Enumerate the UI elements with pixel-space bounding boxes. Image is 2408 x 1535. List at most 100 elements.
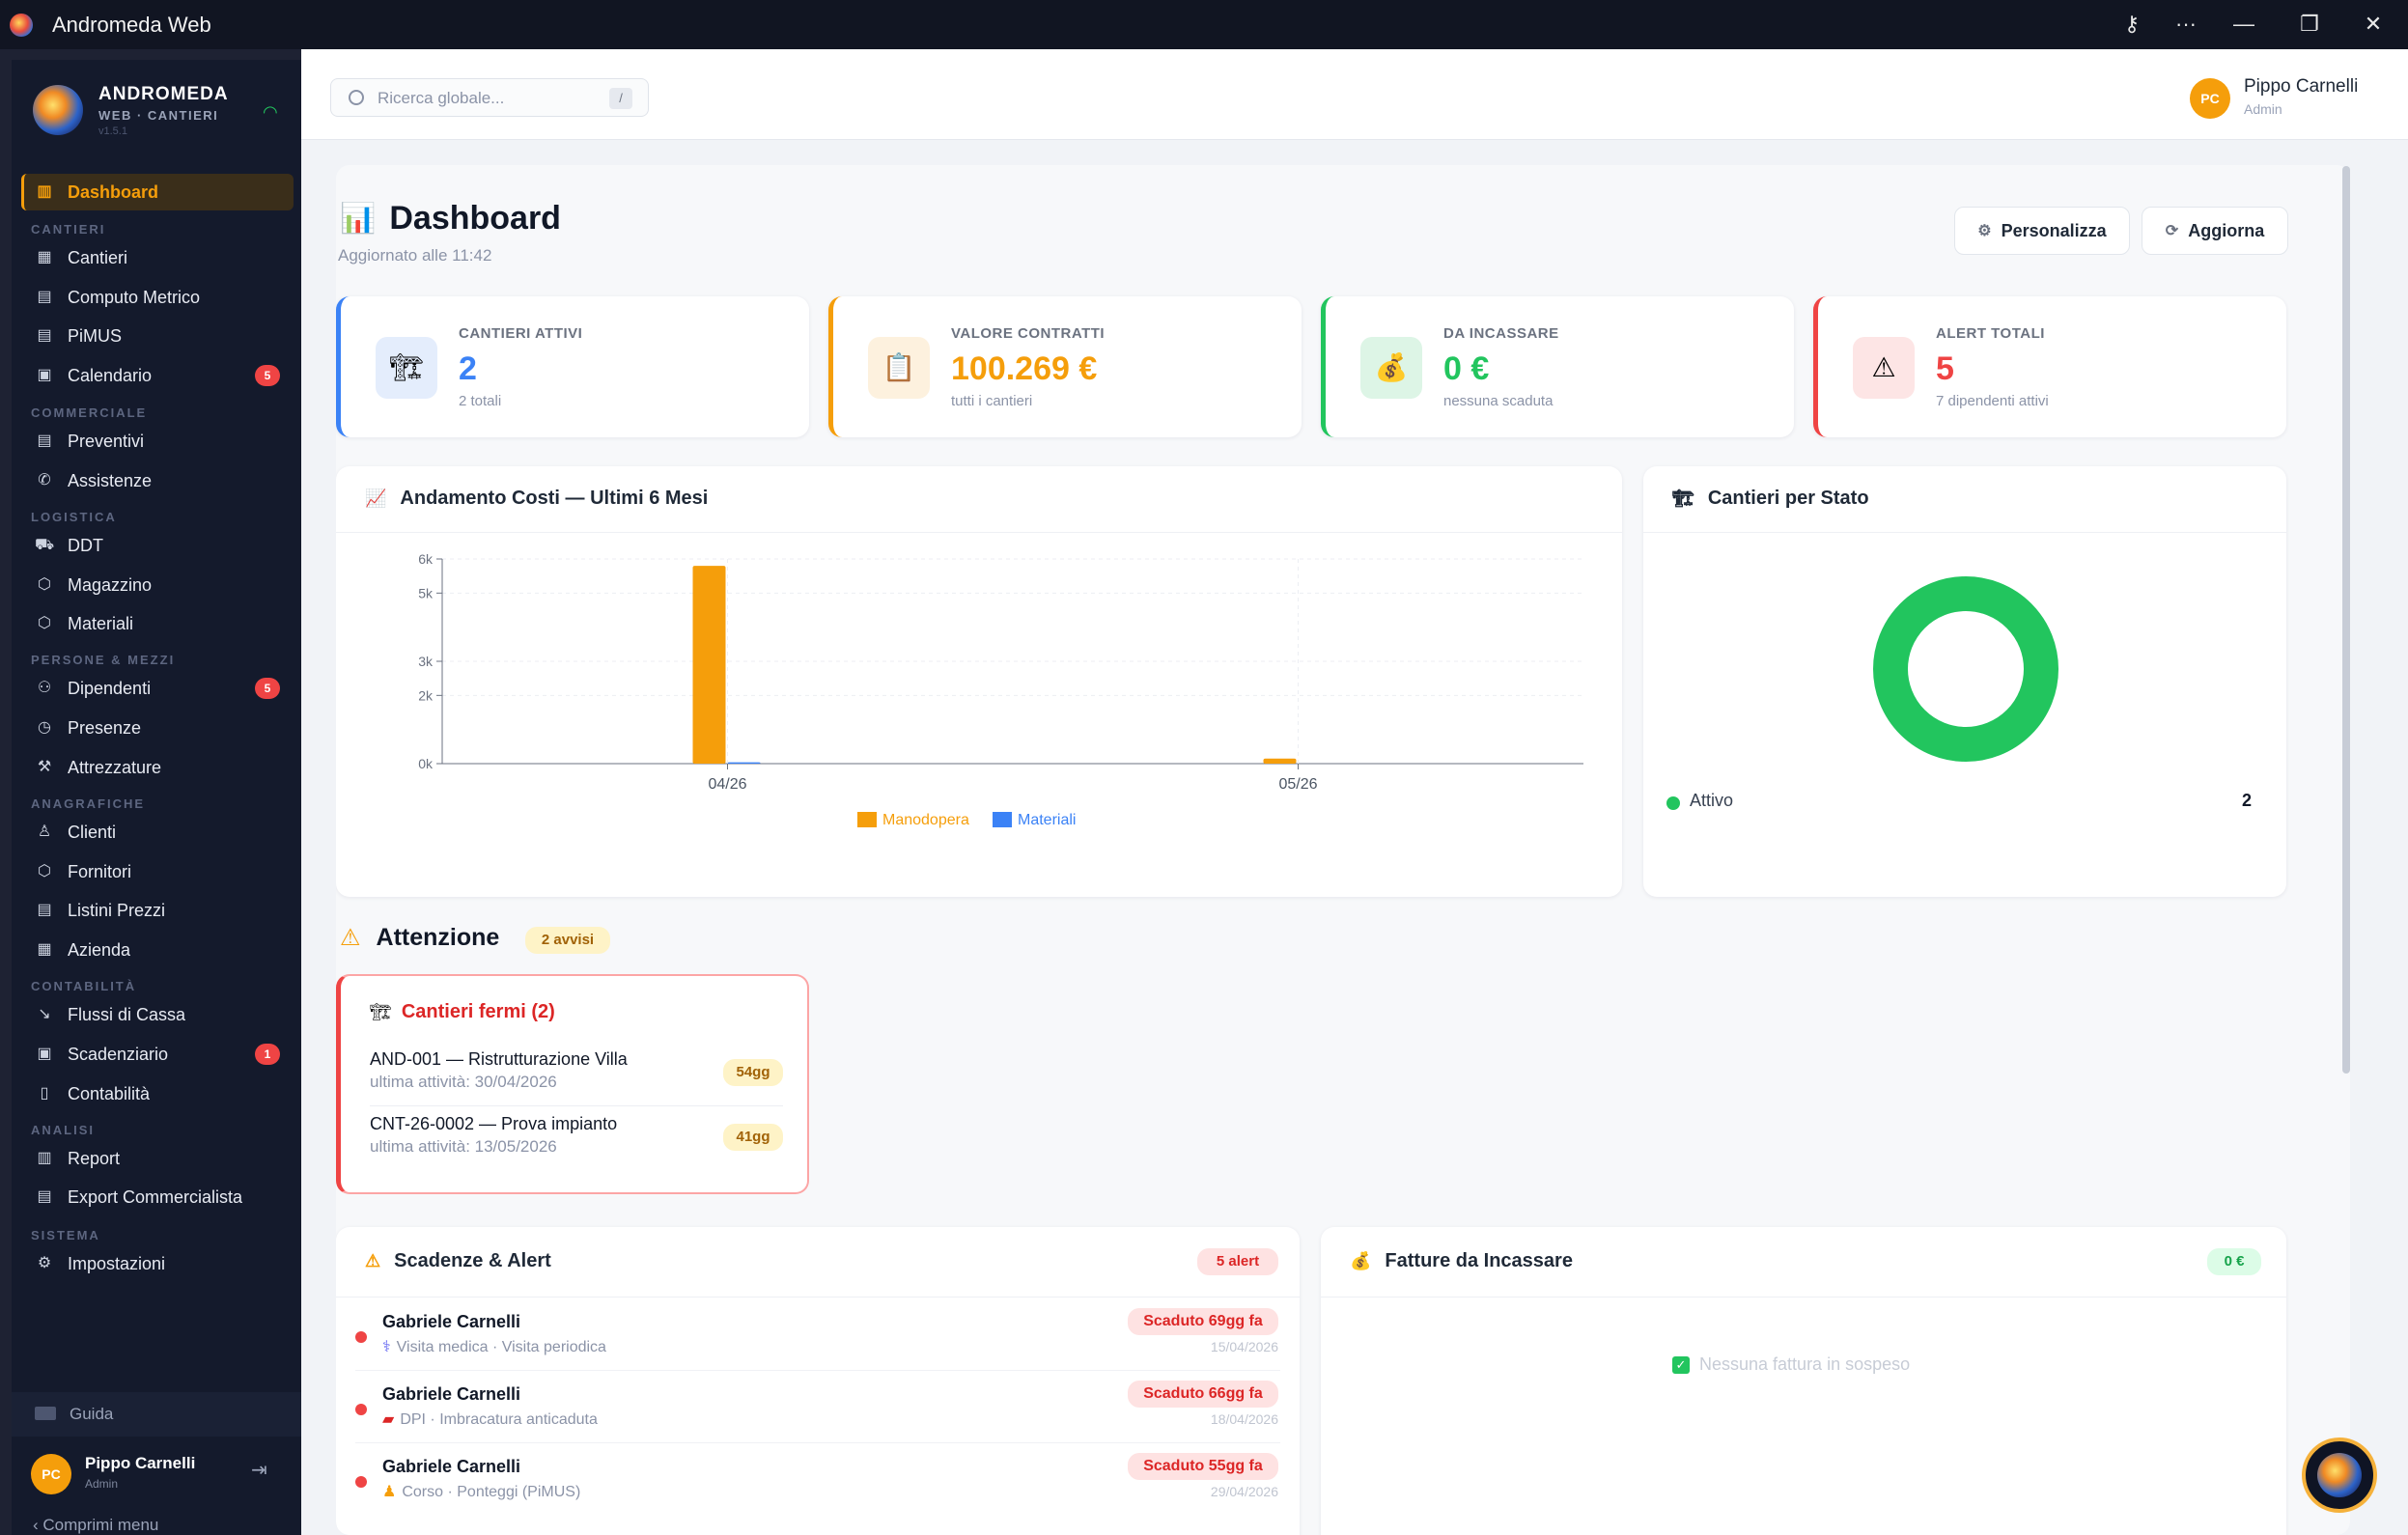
kpi-da-incassare[interactable]: 💰 DA INCASSARE 0 € nessuna scaduta (1321, 296, 1794, 437)
sidebar-item-assistenze[interactable]: ✆ Assistenze (35, 466, 152, 495)
nav-section-analisi: ANALISI (31, 1123, 95, 1137)
logout-icon[interactable]: ⇥ (251, 1460, 267, 1481)
sidebar-item-report[interactable]: ▥ Report (35, 1144, 120, 1173)
trend-icon: ↘ (38, 1006, 51, 1022)
alert-date: 18/04/2026 (1210, 1411, 1278, 1427)
truck-icon: ⛟ (35, 537, 55, 553)
calendar-icon: ▣ (37, 1046, 52, 1062)
sidebar-item-contabilita[interactable]: ▯ Contabilità (35, 1079, 150, 1108)
app-icon (10, 14, 33, 37)
kpi-valore-contratti[interactable]: 📋 VALORE CONTRATTI 100.269 € tutti i can… (828, 296, 1302, 437)
stato-donut-chart (1873, 576, 2058, 762)
alert-status-badge: Scaduto 69gg fa (1128, 1308, 1278, 1335)
refresh-icon: ⟳ (2165, 223, 2179, 239)
sidebar-item-preventivi[interactable]: ▤ Preventivi (35, 427, 144, 456)
assistant-fab-button[interactable] (2302, 1437, 2377, 1513)
alert-date: 15/04/2026 (1210, 1339, 1278, 1354)
calendario-badge: 5 (255, 365, 280, 386)
restore-icon[interactable]: ❐ (2300, 12, 2319, 36)
legend-count-attivo: 2 (2242, 791, 2253, 810)
sidebar-item-computo[interactable]: ▤ Computo Metrico (35, 283, 200, 312)
sidebar-item-pimus[interactable]: ▤ PiMUS (35, 321, 122, 350)
stato-chart-title: 🏗 Cantieri per Stato (1672, 488, 1869, 510)
dashboard-content: 📊 Dashboard Aggiornato alle 11:42 ⚙ Perso… (336, 165, 2350, 1535)
window-titlebar: Andromeda Web ⚷ ··· — ❐ ✕ (0, 0, 2408, 49)
sidebar-item-label: Flussi di Cassa (68, 1004, 186, 1024)
chevron-left-icon: ‹ (33, 1516, 43, 1534)
minimize-icon[interactable]: — (2233, 12, 2254, 36)
sidebar: ANDROMEDA WEB · CANTIERI v1.5.1 ◠ ▥ Dash… (12, 60, 301, 1535)
warning-icon: ⚠ (340, 925, 361, 951)
building-icon: ▦ (37, 249, 52, 265)
gear-icon: ⚙ (1977, 223, 1992, 239)
sidebar-item-cantieri[interactable]: ▦ Cantieri (35, 243, 127, 272)
alert-dot (355, 1476, 367, 1488)
close-icon[interactable]: ✕ (2364, 12, 2383, 36)
sidebar-item-label: Calendario (68, 365, 153, 385)
legend-dot-attivo (1666, 796, 1680, 810)
crane-icon: 🏗 (370, 1002, 392, 1021)
guida-button[interactable]: Guida (12, 1392, 301, 1437)
box-icon: ⬡ (38, 576, 51, 593)
sidebar-item-flussi[interactable]: ↘ Flussi di Cassa (35, 1000, 185, 1029)
warning-icon: ⚠ (365, 1251, 381, 1270)
days-badge: 41gg (723, 1124, 783, 1151)
sidebar-item-ddt[interactable]: ⛟ DDT (35, 531, 103, 560)
attenzione-header: ⚠ Attenzione (340, 924, 499, 952)
alert-dot (355, 1404, 367, 1415)
sidebar-user: PC Pippo Carnelli Admin ⇥ (12, 1437, 301, 1514)
sidebar-item-clienti[interactable]: ♙ Clienti (35, 818, 116, 847)
cantiere-last-activity: ultima attività: 13/05/2026 (370, 1137, 557, 1156)
costi-chart-card: 📈 Andamento Costi — Ultimi 6 Mesi 0k 2k 3k 5… (336, 466, 1622, 897)
kpi-alert-totali[interactable]: ⚠ ALERT TOTALI 5 7 dipendenti attivi (1813, 296, 2286, 437)
sidebar-item-impostazioni[interactable]: ⚙ Impostazioni (35, 1249, 165, 1278)
document-icon: ▤ (37, 327, 52, 344)
kpi-label: DA INCASSARE (1443, 325, 1559, 342)
kpi-cantieri-attivi[interactable]: 🏗 CANTIERI ATTIVI 2 2 totali (336, 296, 809, 437)
cantieri-fermi-card: 🏗 Cantieri fermi (2) AND-001 — Ristruttu… (336, 974, 809, 1194)
aggiorna-button[interactable]: ⟳ Aggiorna (2142, 207, 2288, 255)
nav-section-logistica: LOGISTICA (31, 510, 117, 524)
sidebar-item-export[interactable]: ▤ Export Commercialista (35, 1183, 242, 1212)
bar-manodopera (1263, 758, 1297, 764)
sidebar-item-presenze[interactable]: ◷ Presenze (35, 713, 141, 742)
sidebar-item-dashboard[interactable]: ▥ Dashboard (35, 178, 158, 207)
phone-icon: ✆ (38, 472, 51, 488)
sidebar-item-magazzino[interactable]: ⬡ Magazzino (35, 571, 152, 600)
sidebar-item-label: Azienda (68, 939, 131, 960)
calendar-icon: ▣ (37, 367, 52, 383)
kpi-sub: 7 dipendenti attivi (1936, 393, 2049, 409)
sidebar-item-fornitori[interactable]: ⬡ Fornitori (35, 857, 131, 886)
sidebar-item-calendario[interactable]: ▣ Calendario (35, 361, 152, 390)
sidebar-item-attrezzature[interactable]: ⚒ Attrezzature (35, 753, 161, 782)
andromeda-logo (2317, 1453, 2362, 1497)
kpi-value: 2 (459, 350, 477, 387)
kpi-label: CANTIERI ATTIVI (459, 325, 583, 342)
document-icon: ▤ (37, 1188, 52, 1205)
kpi-value: 5 (1936, 350, 1954, 387)
guida-label: Guida (70, 1405, 114, 1423)
cantiere-name: AND-001 — Ristrutturazione Villa (370, 1049, 628, 1069)
divider (1321, 1297, 2286, 1298)
scrollbar[interactable] (2342, 166, 2350, 1074)
divider (355, 1370, 1280, 1371)
key-icon[interactable]: ⚷ (2123, 12, 2141, 36)
sidebar-item-label: Dashboard (68, 181, 159, 202)
costi-chart-title: 📈 Andamento Costi — Ultimi 6 Mesi (365, 488, 708, 510)
sidebar-item-listini[interactable]: ▤ Listini Prezzi (35, 896, 165, 925)
sidebar-item-scadenziario[interactable]: ▣ Scadenziario (35, 1040, 168, 1069)
sidebar-item-dipendenti[interactable]: ⚇ Dipendenti (35, 674, 151, 703)
sidebar-item-label: PiMUS (68, 325, 123, 346)
avatar[interactable]: PC (2190, 78, 2230, 119)
more-icon[interactable]: ··· (2175, 12, 2197, 36)
personalizza-button[interactable]: ⚙ Personalizza (1954, 207, 2130, 255)
andromeda-logo (33, 85, 83, 135)
sidebar-item-azienda[interactable]: ▦ Azienda (35, 935, 130, 964)
cantiere-name: CNT-26-0002 — Prova impianto (370, 1114, 618, 1133)
search-input[interactable]: Ricerca globale... / (330, 78, 649, 117)
money-bag-icon: 💰 (1350, 1251, 1372, 1270)
stato-chart-card: 🏗 Cantieri per Stato Attivo 2 (1643, 466, 2286, 897)
sidebar-item-materiali[interactable]: ⬡ Materiali (35, 609, 133, 638)
chart-emoji-icon: 📊 (340, 203, 377, 235)
collapse-menu-button[interactable]: ‹ Comprimi menu (33, 1516, 158, 1535)
